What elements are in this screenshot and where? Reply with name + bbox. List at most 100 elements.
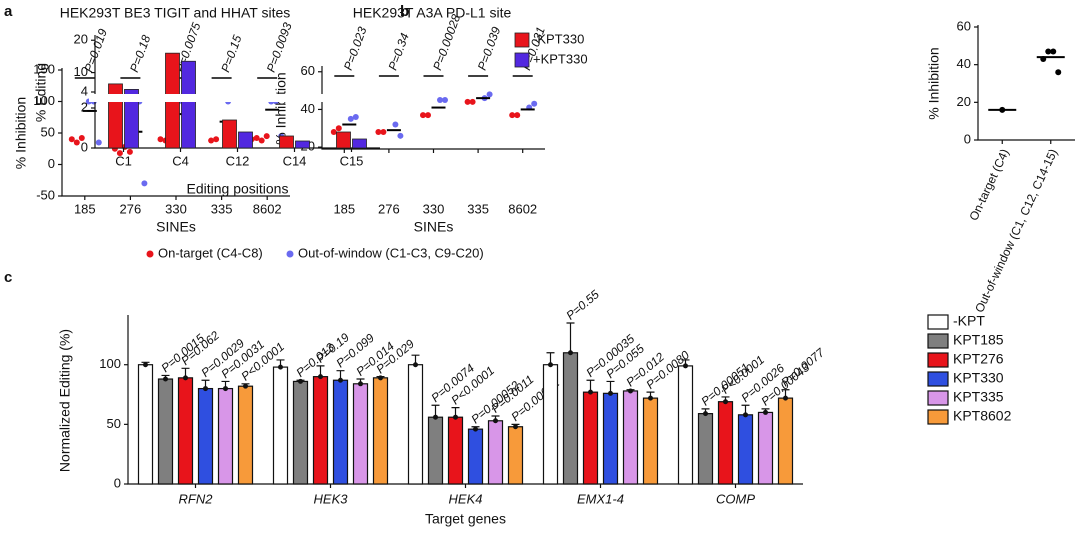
legend-swatch	[927, 333, 949, 349]
x-tick-label: C15	[340, 153, 364, 168]
x-tick-label: C12	[226, 153, 250, 168]
panel-label: b	[400, 3, 409, 20]
legend-label: -KPT330	[533, 31, 584, 46]
bar	[238, 131, 253, 149]
bar	[407, 364, 424, 485]
data-point	[380, 129, 387, 136]
legend-swatch	[927, 390, 949, 406]
bar	[677, 365, 694, 485]
legend-swatch	[514, 32, 530, 48]
data-point	[126, 148, 133, 155]
data-point	[157, 136, 164, 143]
x-axis-label: Editing positions	[187, 181, 289, 197]
data-point	[453, 414, 458, 420]
data-point	[338, 377, 343, 383]
data-point	[243, 383, 248, 389]
data-point	[263, 133, 270, 140]
data-point	[425, 112, 431, 119]
data-point	[223, 386, 228, 392]
data-point	[628, 388, 633, 394]
x-axis-label: SINEs	[414, 219, 454, 235]
data-point	[433, 414, 438, 420]
x-tick-label: 335	[211, 201, 233, 216]
data-point	[723, 399, 728, 405]
x-tick-label: 276	[120, 201, 142, 216]
error-bar	[566, 322, 575, 353]
bar	[777, 397, 794, 485]
legend-swatch	[927, 352, 949, 368]
bar	[336, 131, 351, 149]
bar	[427, 416, 444, 485]
bar	[352, 138, 367, 149]
data-point	[258, 137, 265, 144]
data-point	[1055, 69, 1062, 76]
data-point	[143, 362, 148, 368]
data-point	[509, 112, 516, 119]
bar	[292, 380, 309, 485]
data-point	[95, 139, 102, 146]
panel-label: c	[4, 269, 12, 286]
data-point	[420, 112, 426, 119]
legend-label: Out-of-window (C1-C3, C9-C20)	[298, 245, 484, 260]
data-point	[163, 376, 168, 382]
axis-line	[321, 66, 545, 150]
x-tick-label: 185	[333, 201, 355, 216]
legend-label: KPT276	[953, 351, 1004, 367]
data-point	[318, 374, 323, 380]
y-tick-label: 50	[41, 124, 55, 139]
data-point	[378, 375, 383, 381]
x-tick-label: C1	[115, 153, 132, 168]
legend-marker	[146, 250, 154, 258]
x-tick-label: 8602	[253, 201, 282, 216]
x-tick-label: C4	[172, 153, 189, 168]
axis-break	[89, 94, 380, 102]
data-point	[464, 98, 471, 105]
bar	[332, 379, 349, 485]
bar	[467, 428, 484, 485]
data-point	[568, 350, 573, 356]
bar	[279, 135, 294, 149]
bar	[352, 383, 369, 485]
y-tick-label: 100	[33, 93, 55, 108]
bar	[487, 420, 504, 485]
data-point	[513, 424, 518, 430]
y-tick-label: -50	[36, 187, 55, 202]
x-tick-label: 8602	[508, 201, 537, 216]
x-tick-label: HEK3	[314, 491, 349, 506]
bar	[697, 413, 714, 485]
legend-label: KPT185	[953, 332, 1004, 348]
x-tick-label: 276	[378, 201, 400, 216]
data-point	[437, 97, 443, 104]
data-point	[116, 150, 123, 157]
y-tick-label: 60	[301, 63, 315, 78]
legend-label: On-target (C4-C8)	[158, 245, 263, 260]
data-point	[608, 390, 613, 396]
y-tick-label: 40	[301, 101, 315, 116]
y-tick-label: 100	[99, 356, 121, 371]
data-point	[743, 412, 748, 418]
x-tick-label: 330	[165, 201, 187, 216]
y-tick-label: 0	[114, 475, 121, 490]
panel-label: a	[4, 3, 13, 20]
y-tick-label: 0	[48, 156, 55, 171]
legend-label: KPT8602	[953, 408, 1012, 424]
x-tick-label: HEK4	[449, 491, 483, 506]
bar	[272, 366, 289, 485]
x-tick-label: 330	[423, 201, 445, 216]
data-point	[531, 100, 538, 107]
data-point	[548, 362, 553, 368]
data-point	[1050, 48, 1057, 55]
legend-swatch	[927, 409, 949, 425]
x-tick-label: COMP	[716, 491, 755, 506]
y-tick-label: 20	[957, 94, 971, 109]
legend-label: -KPT	[953, 313, 985, 329]
bar	[562, 352, 579, 485]
x-tick-label: RFN2	[179, 491, 214, 506]
bar	[542, 364, 559, 485]
bar	[108, 83, 123, 149]
bar	[447, 416, 464, 485]
y-axis-label: % Inhibition	[926, 47, 942, 119]
bar	[177, 377, 194, 485]
data-point	[703, 411, 708, 417]
x-tick-label: 335	[467, 201, 489, 216]
